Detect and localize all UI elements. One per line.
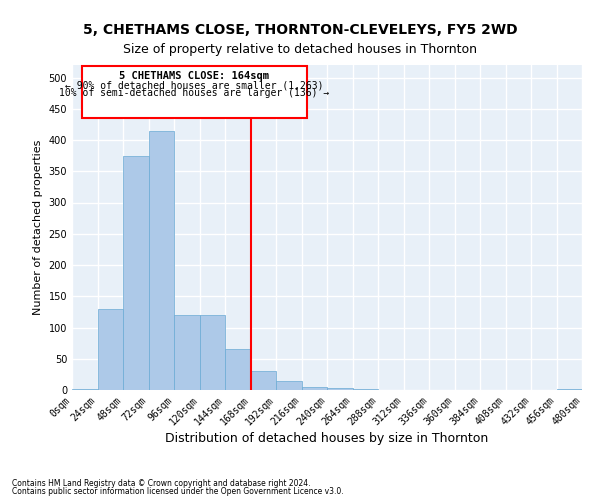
Bar: [302, 387, 327, 390]
Bar: [225, 350, 251, 390]
Y-axis label: Number of detached properties: Number of detached properties: [33, 140, 43, 315]
Bar: [149, 130, 174, 390]
Text: Size of property relative to detached houses in Thornton: Size of property relative to detached ho…: [123, 42, 477, 56]
Bar: [353, 389, 378, 390]
Bar: [251, 371, 276, 390]
Text: 5, CHETHAMS CLOSE, THORNTON-CLEVELEYS, FY5 2WD: 5, CHETHAMS CLOSE, THORNTON-CLEVELEYS, F…: [83, 22, 517, 36]
Text: 10% of semi-detached houses are larger (136) →: 10% of semi-detached houses are larger (…: [59, 88, 329, 98]
Bar: [327, 388, 353, 390]
Text: ← 90% of detached houses are smaller (1,263): ← 90% of detached houses are smaller (1,…: [65, 80, 323, 90]
Bar: [97, 308, 123, 390]
Bar: [174, 315, 199, 390]
Bar: [276, 380, 302, 390]
X-axis label: Distribution of detached houses by size in Thornton: Distribution of detached houses by size …: [166, 432, 488, 446]
Bar: [72, 389, 97, 390]
Bar: [199, 315, 225, 390]
Bar: [123, 156, 149, 390]
FancyBboxPatch shape: [82, 66, 307, 118]
Text: Contains public sector information licensed under the Open Government Licence v3: Contains public sector information licen…: [12, 487, 344, 496]
Text: Contains HM Land Registry data © Crown copyright and database right 2024.: Contains HM Land Registry data © Crown c…: [12, 478, 311, 488]
Text: 5 CHETHAMS CLOSE: 164sqm: 5 CHETHAMS CLOSE: 164sqm: [119, 71, 269, 81]
